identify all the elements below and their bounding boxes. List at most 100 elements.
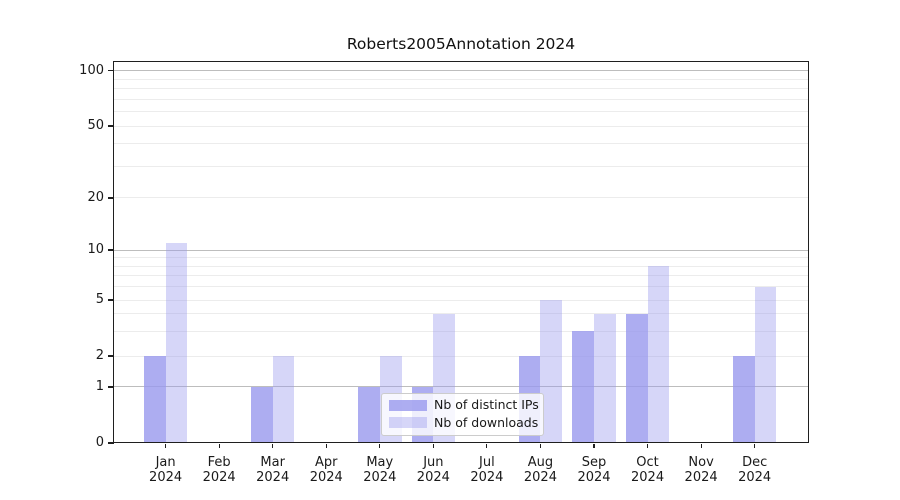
x-tick-label-year: 2024 (202, 470, 236, 485)
gridline-minor-7 (113, 275, 809, 277)
x-tick-oct (646, 443, 649, 448)
gridline-major-10 (113, 249, 809, 251)
x-tick-label-month: Dec (742, 455, 768, 470)
x-tick-label-month: Jan (155, 455, 176, 470)
bar-dec-downloads (754, 286, 777, 443)
x-tick-label-month: Oct (636, 455, 659, 470)
x-tick-jun (432, 443, 434, 448)
x-tick-jan (165, 443, 167, 448)
y-tick-label-10: 10 (87, 242, 104, 257)
x-tick-label-month: Feb (207, 455, 231, 470)
x-tick-label-month: Jun (423, 455, 444, 470)
bar-mar-distinct-ips (250, 387, 273, 443)
x-tick-feb (218, 443, 220, 448)
bar-oct-downloads (647, 266, 670, 443)
x-tick-label-year: 2024 (363, 470, 397, 485)
x-tick-label-jun: Jun 2024 (401, 455, 465, 485)
x-tick-label-dec: Dec 2024 (723, 455, 787, 485)
bar-oct-distinct-ips (625, 313, 648, 443)
bar-mar-downloads (272, 356, 295, 443)
y-tick-0 (108, 442, 114, 444)
x-tick-label-month: May (366, 455, 394, 470)
gridline-minor-9 (113, 257, 809, 259)
bar-jan-distinct-ips (143, 356, 166, 443)
chart-title: Roberts2005Annotation 2024 (346, 35, 576, 53)
x-tick-label-year: 2024 (470, 470, 504, 485)
legend-entry-distinct-ips: Nb of distinct IPs (389, 397, 539, 412)
x-tick-label-year: 2024 (631, 470, 665, 485)
x-tick-label-may: May 2024 (348, 455, 412, 485)
legend: Nb of distinct IPs Nb of downloads (381, 392, 544, 436)
bar-sep-distinct-ips (572, 331, 594, 443)
gridline-minor-4 (113, 313, 809, 315)
gridline-minor-50 (113, 125, 809, 127)
gridline-minor-30 (113, 165, 809, 167)
x-tick-label-feb: Feb 2024 (187, 455, 251, 485)
bar-aug-downloads (540, 300, 563, 443)
plot-area (113, 61, 809, 443)
legend-label-downloads: Nb of downloads (434, 414, 539, 430)
gridline-minor-2 (113, 355, 809, 357)
gridline-minor-3 (113, 330, 809, 332)
gridline-minor-5 (113, 299, 809, 301)
legend-swatch-distinct-ips (389, 399, 427, 411)
gridline-major-1 (113, 386, 809, 388)
x-tick-label-year: 2024 (684, 470, 718, 485)
y-tick-label-0: 0 (95, 435, 104, 450)
x-tick-may (379, 443, 381, 448)
x-tick-label-year: 2024 (309, 470, 343, 485)
legend-label-distinct-ips: Nb of distinct IPs (434, 397, 539, 412)
x-tick-label-month: Jul (479, 455, 495, 470)
bar-dec-distinct-ips (732, 356, 755, 443)
y-tick-label-100: 100 (79, 62, 104, 78)
gridline-minor-6 (113, 286, 809, 288)
gridline-minor-20 (113, 197, 809, 199)
gridline-major-100 (113, 70, 809, 72)
gridline-minor-80 (113, 88, 809, 89)
x-tick-label-jul: Jul 2024 (455, 455, 519, 485)
y-tick-1 (108, 386, 114, 388)
x-tick-label-year: 2024 (523, 470, 557, 485)
x-tick-label-month: Mar (260, 455, 285, 470)
x-tick-label-jan: Jan 2024 (134, 455, 198, 485)
x-tick-mar (272, 443, 274, 448)
x-tick-label-mar: Mar 2024 (241, 455, 305, 485)
x-tick-aug (539, 443, 542, 448)
y-tick-label-5: 5 (95, 292, 104, 308)
x-tick-apr (325, 443, 327, 448)
bar-jan-downloads (165, 242, 188, 443)
y-tick-50 (108, 125, 114, 127)
gridline-minor-60 (113, 110, 809, 112)
gridline-minor-70 (113, 98, 809, 100)
x-tick-label-year: 2024 (577, 470, 611, 485)
x-tick-label-year: 2024 (416, 470, 450, 485)
x-tick-label-year: 2024 (256, 470, 290, 485)
bar-may-distinct-ips (358, 387, 380, 443)
x-tick-jul (486, 443, 488, 448)
x-tick-label-month: Nov (688, 455, 714, 470)
y-tick-label-1: 1 (95, 378, 104, 394)
x-tick-label-apr: Apr 2024 (294, 455, 358, 485)
x-tick-sep (593, 443, 595, 448)
y-tick-10 (108, 249, 114, 251)
x-tick-label-month: Sep (581, 455, 607, 470)
x-tick-dec (754, 443, 756, 448)
x-tick-nov (700, 443, 702, 448)
y-tick-label-2: 2 (95, 348, 104, 364)
gridline-minor-90 (113, 78, 809, 80)
y-tick-5 (108, 299, 114, 301)
bar-sep-downloads (594, 313, 616, 443)
y-tick-100 (108, 70, 114, 72)
x-tick-label-sep: Sep 2024 (562, 455, 626, 485)
x-tick-label-month: Aug (527, 455, 554, 470)
y-tick-20 (108, 197, 114, 199)
x-tick-label-nov: Nov 2024 (669, 455, 733, 485)
y-tick-2 (108, 355, 114, 357)
y-tick-label-50: 50 (87, 118, 104, 134)
gridline-minor-8 (113, 265, 809, 267)
x-tick-label-year: 2024 (738, 470, 772, 485)
x-tick-label-aug: Aug 2024 (508, 455, 572, 485)
y-tick-label-20: 20 (87, 189, 104, 205)
gridline-minor-40 (113, 143, 809, 145)
